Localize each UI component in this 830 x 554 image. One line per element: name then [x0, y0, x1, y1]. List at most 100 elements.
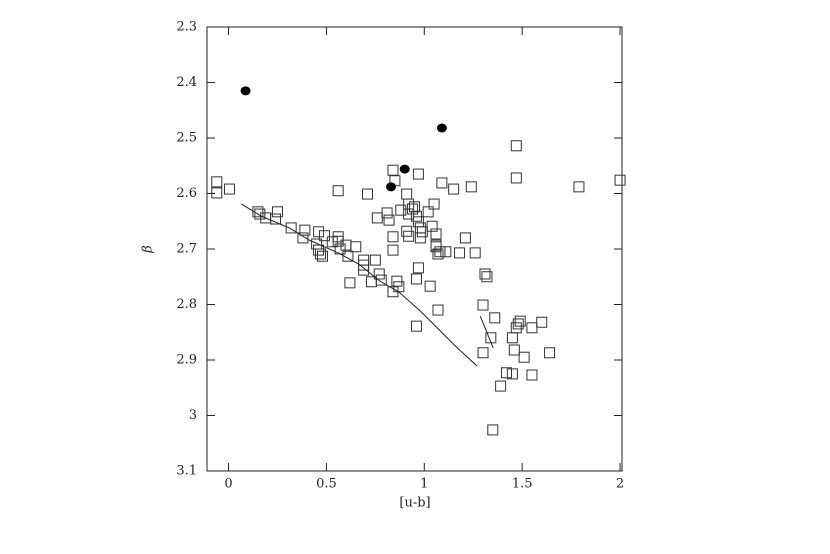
y-tick-label: 2.7 — [176, 242, 197, 257]
y-tick-label: 2.8 — [176, 297, 197, 312]
square-point — [350, 241, 362, 253]
square-point — [316, 250, 328, 262]
square-point — [477, 347, 489, 359]
square-point — [403, 230, 415, 242]
square-point — [414, 232, 426, 244]
square-point — [536, 316, 548, 328]
square-point — [285, 222, 297, 234]
square-point — [424, 280, 436, 292]
square-point — [297, 232, 309, 244]
square-point — [342, 250, 354, 262]
square-point — [270, 213, 282, 225]
y-tick-label: 3 — [189, 408, 197, 423]
square-point — [432, 304, 444, 316]
square-point — [299, 224, 311, 236]
square-point — [428, 198, 440, 210]
x-tick-label: 0.5 — [316, 477, 337, 492]
square-point — [518, 351, 530, 363]
square-point — [412, 262, 424, 274]
square-point — [506, 368, 518, 380]
square-point — [387, 231, 399, 243]
square-point — [506, 332, 518, 344]
y-tick-label: 2.3 — [176, 20, 197, 35]
square-point — [254, 208, 266, 220]
square-point — [318, 230, 330, 242]
square-point — [313, 226, 325, 238]
square-point — [448, 183, 460, 195]
square-point — [501, 367, 513, 379]
square-point — [381, 207, 393, 219]
y-tick-label: 2.5 — [176, 131, 197, 146]
square-point — [358, 254, 370, 266]
square-point — [369, 254, 381, 266]
y-axis-label: β — [141, 245, 156, 254]
square-point — [409, 201, 420, 213]
y-tick-label: 3.1 — [176, 464, 197, 479]
square-point — [252, 206, 264, 218]
square-point — [434, 246, 446, 258]
y-tick-label: 2.9 — [176, 353, 197, 368]
square-point — [375, 274, 387, 286]
square-point — [454, 247, 466, 259]
filled-point — [240, 86, 251, 96]
square-point — [416, 226, 428, 238]
square-point — [510, 172, 522, 184]
square-point — [495, 380, 507, 392]
square-point — [436, 177, 448, 189]
square-point — [465, 181, 477, 193]
square-point — [407, 203, 419, 215]
square-point — [271, 206, 283, 218]
square-point — [332, 235, 344, 247]
square-point — [544, 347, 556, 359]
square-point — [412, 168, 424, 180]
square-point — [365, 276, 377, 288]
square-point — [489, 312, 501, 324]
square-point — [526, 322, 538, 334]
x-tick-label: 0 — [224, 477, 232, 492]
y-tick-label: 2.4 — [176, 75, 197, 90]
plot-frame — [206, 26, 623, 472]
square-point — [479, 268, 491, 280]
square-point — [344, 277, 356, 289]
square-point — [481, 271, 493, 283]
square-point — [383, 214, 395, 226]
square-point — [422, 206, 434, 218]
square-point — [410, 320, 422, 332]
square-point — [315, 248, 327, 260]
square-point — [313, 244, 325, 256]
square-point — [362, 188, 374, 200]
square-point — [391, 275, 403, 287]
square-point — [459, 232, 471, 244]
y-tick-label: 2.6 — [176, 186, 197, 201]
x-tick-label: 1.5 — [512, 477, 533, 492]
model-line — [241, 203, 478, 367]
square-point — [410, 273, 422, 285]
square-point — [387, 164, 399, 176]
square-point — [440, 246, 452, 258]
square-point — [211, 187, 223, 199]
x-axis-label: [u-b] — [399, 496, 430, 511]
square-point — [401, 188, 413, 200]
square-point — [510, 140, 522, 152]
square-point — [395, 204, 407, 216]
square-point — [432, 248, 444, 260]
filled-point — [436, 123, 447, 133]
x-tick-label: 1 — [420, 477, 428, 492]
square-point — [430, 228, 442, 240]
square-point — [508, 344, 520, 356]
square-point — [211, 176, 223, 188]
square-point — [514, 315, 526, 327]
square-point — [387, 244, 399, 256]
square-point — [373, 268, 385, 280]
square-point — [371, 212, 383, 224]
square-point — [426, 220, 438, 232]
x-tick-label: 2 — [616, 477, 624, 492]
square-point — [487, 424, 499, 436]
square-point — [614, 174, 626, 186]
filled-point — [399, 164, 410, 174]
filled-point — [386, 182, 397, 192]
model-line — [479, 315, 494, 348]
square-point — [512, 318, 524, 330]
square-point — [410, 210, 422, 222]
